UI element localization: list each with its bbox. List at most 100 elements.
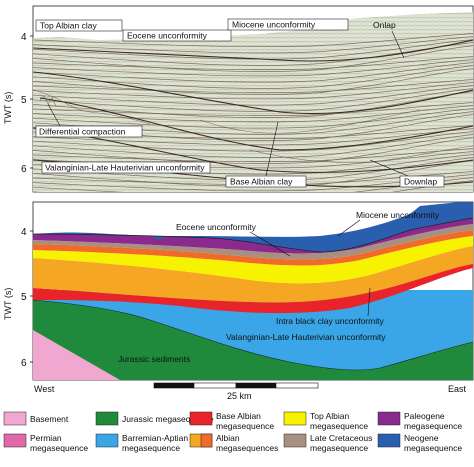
seismic-reflector xyxy=(33,65,473,89)
legend-sublabel-permian: megasequence xyxy=(30,443,88,453)
east-label: East xyxy=(448,384,467,394)
legend-swatch-base-albian xyxy=(189,411,213,426)
seismic-axis: 4 5 6 TWT (s) xyxy=(3,32,33,175)
interp-label-jurassic-sediments: Jurassic sediments xyxy=(118,354,190,364)
legend-sublabel-paleogene: megasequence xyxy=(404,421,462,431)
legend-label-jurassic: Jurassic megasequence xyxy=(122,414,214,424)
seismic-panel: Top Albian clay Onlap Eocene unconformit… xyxy=(32,5,474,193)
interpretation-panel: Miocene unconformity Eocene unconformity… xyxy=(32,201,474,381)
svg-text:Miocene unconformity: Miocene unconformity xyxy=(232,20,316,30)
unit-albian xyxy=(33,246,473,303)
legend-swatch-barremian-aptian xyxy=(95,433,119,448)
seismic-reflector xyxy=(33,68,473,96)
svg-text:Top Albian clay: Top Albian clay xyxy=(40,21,97,31)
legend-swatch-late-cretaceous xyxy=(283,433,307,448)
legend-sublabel-albian: megasequences xyxy=(216,443,278,453)
unit-top-albian xyxy=(33,236,473,284)
seismic-reflector xyxy=(33,88,473,112)
seismic-reflector xyxy=(33,131,473,152)
interp-label-miocene-unconformity: Miocene unconformity xyxy=(337,210,440,237)
legend-swatch-basement xyxy=(3,411,27,426)
seismic-label-differential-compaction: Differential compaction xyxy=(35,103,143,138)
seismic-reflector xyxy=(33,59,473,77)
legend-label-late-cretaceous: Late Cretaceous xyxy=(310,433,372,443)
seismic-label-base-albian-clay: Base Albian clay xyxy=(225,121,307,188)
tick-5-bottom: 5 xyxy=(21,292,27,303)
legend-sublabel-neogene: megasequence xyxy=(404,443,462,453)
legend-item-basement: Basement xyxy=(3,411,69,426)
legend-label-basement: Basement xyxy=(30,414,69,424)
svg-text:Downlap: Downlap xyxy=(404,177,437,187)
legend-swatch-permian xyxy=(3,433,27,448)
legend-label-top-albian: Top Albian xyxy=(310,411,349,421)
interp-axis: 4 5 6 TWT (s) xyxy=(3,227,33,369)
legend-sublabel-base-albian: megasequence xyxy=(216,421,274,431)
svg-text:Jurassic sediments: Jurassic sediments xyxy=(118,354,190,364)
legend-label-albian: Albian xyxy=(216,433,240,443)
tick-4-top: 4 xyxy=(21,32,27,43)
interp-label-intra-black-clay: Intra black clay unconformity xyxy=(276,287,384,326)
legend-label-permian: Permian xyxy=(30,433,62,443)
legend: Basement Jurassic megasequence Base Albian… xyxy=(3,411,462,453)
unit-albian-upper xyxy=(33,230,473,266)
seismic-reflector xyxy=(33,148,473,162)
legend-swatch-neogene xyxy=(377,433,401,448)
seismic-reflector xyxy=(33,105,473,123)
seismic-reflector xyxy=(33,79,473,93)
scale-bar-label: 25 km xyxy=(227,391,252,401)
seismic-label-onlap: Onlap xyxy=(373,20,405,59)
svg-text:Intra black clay unconformity: Intra black clay unconformity xyxy=(276,316,384,326)
seismic-label-top-albian-clay: Top Albian clay xyxy=(35,19,123,32)
legend-sublabel-barremian-aptian: megasequence xyxy=(122,443,180,453)
seismic-reflector xyxy=(33,91,473,119)
seismic-label-miocene-unconformity: Miocene unconformity xyxy=(227,18,349,31)
seismic-reflector xyxy=(33,45,473,73)
scale-bar: 25 km xyxy=(153,382,319,401)
seismic-reflector xyxy=(33,36,473,54)
legend-sublabel-top-albian: megasequence xyxy=(310,421,368,431)
legend-label-base-albian: Base Albian xyxy=(216,411,261,421)
legend-item-jurassic: Jurassic megasequence xyxy=(95,411,214,426)
seismic-label-downlap: Downlap xyxy=(369,159,445,188)
interp-label-valanginian-hauterivian: Valanginian-Late Hauterivian unconformit… xyxy=(226,332,386,342)
legend-swatch-top-albian xyxy=(283,411,307,426)
tick-4-bottom: 4 xyxy=(21,227,27,238)
unit-basement xyxy=(33,330,120,380)
seismic-label-eocene-unconformity: Eocene unconformity xyxy=(122,29,232,42)
unit-base-albian xyxy=(33,262,473,314)
unit-jurassic xyxy=(33,300,473,380)
legend-swatch-jurassic xyxy=(95,411,119,426)
seismic-reflector xyxy=(33,134,473,158)
legend-label-barremian-aptian: Barremian-Aptian xyxy=(122,433,188,443)
svg-text:Base Albian clay: Base Albian clay xyxy=(230,177,293,187)
unit-neogene xyxy=(33,202,473,252)
unit-late-cretaceous xyxy=(33,224,473,260)
seismic-reflector xyxy=(33,82,473,100)
seismic-reflector xyxy=(33,56,473,70)
axis-label-top: TWT (s) xyxy=(3,92,13,124)
svg-text:Onlap: Onlap xyxy=(373,20,396,30)
legend-sublabel-late-cretaceous: megasequence xyxy=(310,443,368,453)
seismic-reflector xyxy=(33,33,473,47)
legend-swatch-paleogene xyxy=(377,411,401,426)
svg-text:Miocene unconformity: Miocene unconformity xyxy=(356,210,440,220)
axis-label-bottom: TWT (s) xyxy=(3,288,13,320)
interp-label-eocene-unconformity: Eocene unconformity xyxy=(176,222,291,257)
tick-6-top: 6 xyxy=(21,164,27,175)
seismic-reflector xyxy=(33,137,473,165)
legend-label-paleogene: Paleogene xyxy=(404,411,445,421)
unit-paleogene xyxy=(33,218,473,254)
seismic-reflector xyxy=(33,108,473,129)
svg-text:Eocene unconformity: Eocene unconformity xyxy=(176,222,257,232)
seismic-reflector xyxy=(33,128,473,146)
svg-text:Eocene unconformity: Eocene unconformity xyxy=(127,31,208,41)
seismic-reflector xyxy=(33,85,473,106)
seismic-reflector xyxy=(33,102,473,116)
west-label: West xyxy=(34,384,55,394)
